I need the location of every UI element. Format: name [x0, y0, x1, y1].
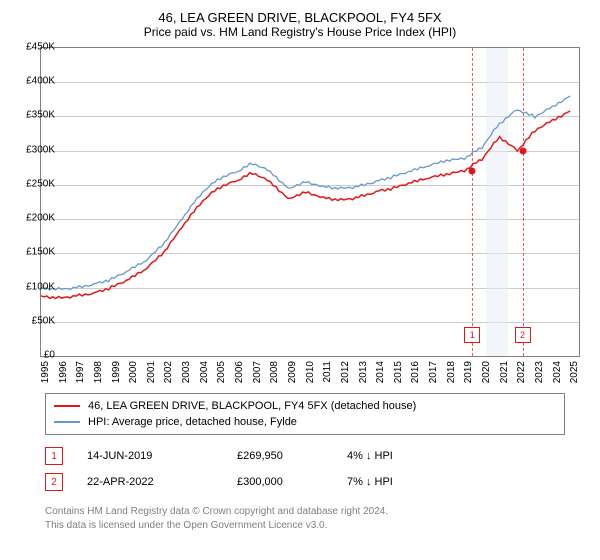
x-axis-label: 2016 — [410, 361, 421, 383]
footer-line-1: Contains HM Land Registry data © Crown c… — [45, 505, 565, 519]
legend-label: HPI: Average price, detached house, Fyld… — [88, 416, 297, 428]
x-axis-label: 2014 — [375, 361, 386, 383]
y-axis-label: £0 — [44, 350, 55, 361]
x-axis-label: 2023 — [534, 361, 545, 383]
x-axis-label: 2013 — [358, 361, 369, 383]
x-axis-label: 2017 — [428, 361, 439, 383]
transaction-date: 22-APR-2022 — [87, 476, 237, 488]
x-axis-label: 2024 — [552, 361, 563, 383]
x-axis-label: 2009 — [287, 361, 298, 383]
y-axis-label: £450K — [26, 42, 55, 53]
legend-item: 46, LEA GREEN DRIVE, BLACKPOOL, FY4 5FX … — [54, 398, 556, 414]
x-axis-label: 2021 — [499, 361, 510, 383]
chart-container: 46, LEA GREEN DRIVE, BLACKPOOL, FY4 5FX … — [0, 0, 600, 560]
x-axis-label: 1999 — [111, 361, 122, 383]
x-axis-label: 2001 — [146, 361, 157, 383]
y-axis-label: £300K — [26, 144, 55, 155]
x-axis-label: 1997 — [75, 361, 86, 383]
legend-label: 46, LEA GREEN DRIVE, BLACKPOOL, FY4 5FX … — [88, 400, 416, 412]
transaction-row: 1 14-JUN-2019£269,9504% ↓ HPI — [45, 443, 565, 469]
plot-region: 12 — [40, 47, 580, 357]
x-axis-label: 2010 — [305, 361, 316, 383]
transaction-date: 14-JUN-2019 — [87, 450, 237, 462]
legend-swatch — [54, 405, 80, 407]
chart-subtitle: Price paid vs. HM Land Registry's House … — [0, 25, 600, 47]
y-axis-label: £400K — [26, 76, 55, 87]
series-line-property — [41, 111, 570, 299]
x-axis-label: 2015 — [393, 361, 404, 383]
y-axis-label: £350K — [26, 110, 55, 121]
transaction-row: 2 22-APR-2022£300,0007% ↓ HPI — [45, 469, 565, 495]
transaction-diff: 4% ↓ HPI — [347, 450, 437, 462]
y-axis-label: £100K — [26, 281, 55, 292]
x-axis-label: 2019 — [463, 361, 474, 383]
series-svg — [41, 48, 579, 356]
transaction-marker: 2 — [45, 473, 63, 491]
y-axis-label: £150K — [26, 247, 55, 258]
x-axis-label: 2002 — [163, 361, 174, 383]
x-axis-label: 2005 — [216, 361, 227, 383]
x-axis-label: 1996 — [58, 361, 69, 383]
transaction-price: £300,000 — [237, 476, 347, 488]
x-axis-label: 2020 — [481, 361, 492, 383]
transaction-diff: 7% ↓ HPI — [347, 476, 437, 488]
x-axis-label: 2003 — [181, 361, 192, 383]
x-axis-label: 2025 — [569, 361, 580, 383]
legend-swatch — [54, 421, 80, 423]
x-axis-label: 2018 — [446, 361, 457, 383]
x-axis-label: 2006 — [234, 361, 245, 383]
legend-item: HPI: Average price, detached house, Fyld… — [54, 414, 556, 430]
footer-line-2: This data is licensed under the Open Gov… — [45, 519, 565, 533]
x-axis-label: 1998 — [93, 361, 104, 383]
x-axis-label: 2007 — [252, 361, 263, 383]
transaction-price: £269,950 — [237, 450, 347, 462]
y-axis-label: £50K — [32, 315, 55, 326]
chart-area: 12 £0£50K£100K£150K£200K£250K£300K£350K£… — [40, 47, 600, 387]
footer: Contains HM Land Registry data © Crown c… — [45, 505, 565, 533]
x-axis-label: 2011 — [322, 361, 333, 383]
y-axis-label: £200K — [26, 213, 55, 224]
x-axis-label: 2000 — [128, 361, 139, 383]
x-axis-label: 2004 — [199, 361, 210, 383]
x-axis-label: 2012 — [340, 361, 351, 383]
x-axis-label: 2022 — [516, 361, 527, 383]
transaction-table: 1 14-JUN-2019£269,9504% ↓ HPI 2 22-APR-2022… — [45, 443, 565, 495]
x-axis-label: 1995 — [40, 361, 51, 383]
y-axis-label: £250K — [26, 178, 55, 189]
chart-title: 46, LEA GREEN DRIVE, BLACKPOOL, FY4 5FX — [0, 0, 600, 25]
transaction-marker: 1 — [45, 447, 63, 465]
x-axis-label: 2008 — [269, 361, 280, 383]
legend: 46, LEA GREEN DRIVE, BLACKPOOL, FY4 5FX … — [45, 393, 565, 435]
